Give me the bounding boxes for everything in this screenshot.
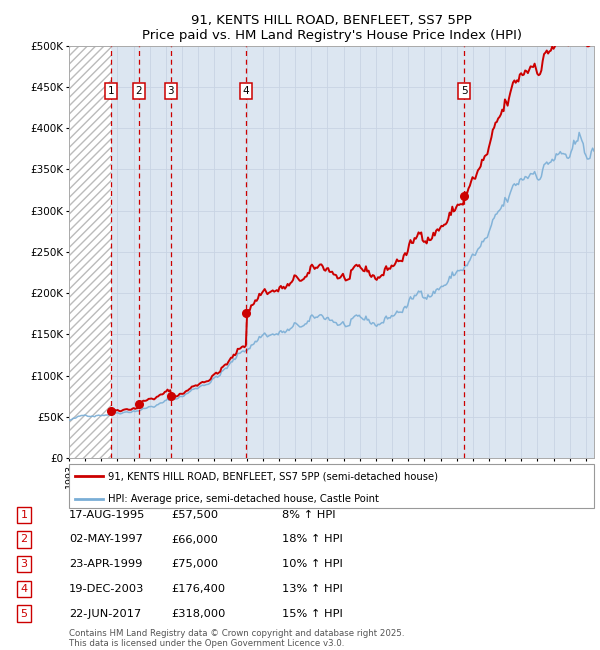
Text: 1: 1 <box>108 86 115 96</box>
Text: 4: 4 <box>20 584 28 594</box>
Text: 5: 5 <box>20 608 28 619</box>
Text: 91, KENTS HILL ROAD, BENFLEET, SS7 5PP (semi-detached house): 91, KENTS HILL ROAD, BENFLEET, SS7 5PP (… <box>109 471 439 481</box>
Text: 19-DEC-2003: 19-DEC-2003 <box>69 584 145 594</box>
Text: Contains HM Land Registry data © Crown copyright and database right 2025.
This d: Contains HM Land Registry data © Crown c… <box>69 629 404 648</box>
Text: 1: 1 <box>20 510 28 520</box>
Text: 8% ↑ HPI: 8% ↑ HPI <box>282 510 335 520</box>
Text: 15% ↑ HPI: 15% ↑ HPI <box>282 608 343 619</box>
Text: 4: 4 <box>243 86 250 96</box>
Text: 2: 2 <box>20 534 28 545</box>
Text: 10% ↑ HPI: 10% ↑ HPI <box>282 559 343 569</box>
Text: 23-APR-1999: 23-APR-1999 <box>69 559 142 569</box>
Text: 22-JUN-2017: 22-JUN-2017 <box>69 608 141 619</box>
Text: £75,000: £75,000 <box>171 559 218 569</box>
Text: 13% ↑ HPI: 13% ↑ HPI <box>282 584 343 594</box>
Text: 3: 3 <box>167 86 174 96</box>
Text: 2: 2 <box>136 86 142 96</box>
Text: HPI: Average price, semi-detached house, Castle Point: HPI: Average price, semi-detached house,… <box>109 493 379 504</box>
Bar <box>69 46 112 458</box>
Text: 5: 5 <box>461 86 467 96</box>
Text: £57,500: £57,500 <box>171 510 218 520</box>
FancyBboxPatch shape <box>69 464 594 508</box>
Title: 91, KENTS HILL ROAD, BENFLEET, SS7 5PP
Price paid vs. HM Land Registry's House P: 91, KENTS HILL ROAD, BENFLEET, SS7 5PP P… <box>142 14 521 42</box>
Text: 3: 3 <box>20 559 28 569</box>
Text: £318,000: £318,000 <box>171 608 226 619</box>
Text: 17-AUG-1995: 17-AUG-1995 <box>69 510 145 520</box>
Text: 18% ↑ HPI: 18% ↑ HPI <box>282 534 343 545</box>
Text: £176,400: £176,400 <box>171 584 225 594</box>
Text: £66,000: £66,000 <box>171 534 218 545</box>
Text: 02-MAY-1997: 02-MAY-1997 <box>69 534 143 545</box>
